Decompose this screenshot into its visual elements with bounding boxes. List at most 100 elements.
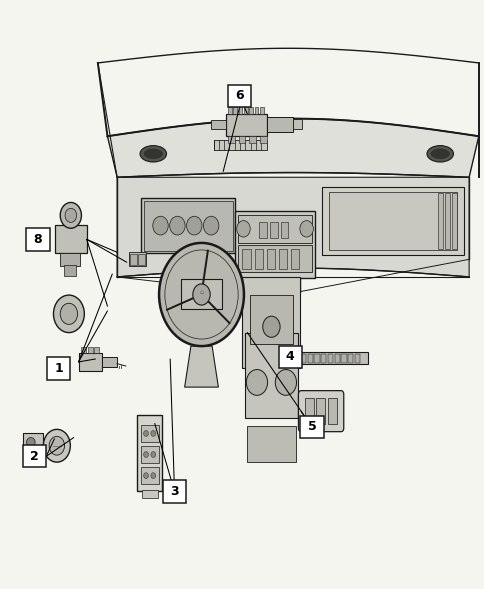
Bar [290,249,299,269]
Bar [278,346,301,368]
Circle shape [60,203,81,229]
Text: 4: 4 [285,350,294,363]
Bar [227,107,231,114]
Bar [81,348,86,353]
Circle shape [43,429,70,462]
Circle shape [193,284,210,305]
Bar [94,348,99,353]
Bar [211,120,225,129]
Bar [130,254,136,264]
Bar [314,354,319,362]
Bar [233,107,237,114]
Bar [140,446,159,463]
Circle shape [152,216,168,235]
Bar [327,398,336,424]
Bar [247,426,295,462]
Bar [259,222,267,238]
Bar [102,357,117,367]
Circle shape [169,216,185,235]
Bar [249,136,256,143]
Circle shape [203,216,218,235]
Bar [78,353,102,370]
Bar [213,140,266,150]
Bar [307,354,312,362]
Text: 2: 2 [30,450,39,463]
Bar [304,398,313,424]
Bar [341,354,346,362]
Circle shape [151,431,155,436]
Bar [334,354,339,362]
Bar [316,398,325,424]
Bar [142,489,157,498]
Bar [249,107,253,114]
Circle shape [159,243,243,346]
FancyBboxPatch shape [298,391,343,432]
Bar [270,222,277,238]
Bar [64,265,76,276]
Bar [299,352,367,363]
Text: ⌂: ⌂ [199,290,203,294]
Circle shape [49,436,64,455]
Bar [238,136,245,143]
Bar [242,277,300,368]
Circle shape [143,452,148,458]
Bar [237,245,312,272]
Circle shape [299,221,313,237]
Polygon shape [184,346,218,387]
Bar [27,229,49,250]
Circle shape [236,221,250,237]
Bar [254,107,258,114]
Bar [354,354,360,362]
Bar [444,193,449,249]
Bar [140,468,159,484]
Bar [238,107,242,114]
Circle shape [151,452,155,458]
Bar [60,253,80,266]
Bar [452,193,456,249]
Text: 8: 8 [34,233,42,246]
Bar [259,107,263,114]
Bar [242,249,251,269]
Bar [23,433,43,452]
Bar [143,201,232,250]
Bar [141,198,235,253]
Bar [254,249,263,269]
Bar [23,445,46,468]
Bar [137,415,162,491]
Bar [88,348,92,353]
Bar [235,211,314,278]
Circle shape [151,473,155,479]
Circle shape [143,431,148,436]
Text: 1: 1 [54,362,63,375]
Bar [129,252,146,266]
Bar [55,226,87,253]
Bar [237,215,312,243]
Circle shape [143,473,148,479]
Bar [327,354,333,362]
Bar [437,193,442,249]
Circle shape [65,209,76,223]
Bar [329,192,456,250]
Polygon shape [117,177,468,277]
Circle shape [262,316,280,337]
Bar [140,425,159,442]
Circle shape [186,216,201,235]
Bar [137,254,144,264]
Bar [243,107,247,114]
Bar [300,416,323,438]
Bar [280,222,287,238]
Bar [259,136,266,143]
Ellipse shape [27,438,35,447]
Bar [320,354,326,362]
Circle shape [60,303,77,325]
Polygon shape [107,118,478,177]
Bar [163,481,186,502]
Text: 6: 6 [235,90,243,102]
Ellipse shape [430,148,449,159]
Bar [225,114,266,136]
Bar [300,354,305,362]
Text: 5: 5 [307,421,316,434]
Ellipse shape [426,145,453,162]
Ellipse shape [143,148,163,159]
Ellipse shape [140,145,166,162]
